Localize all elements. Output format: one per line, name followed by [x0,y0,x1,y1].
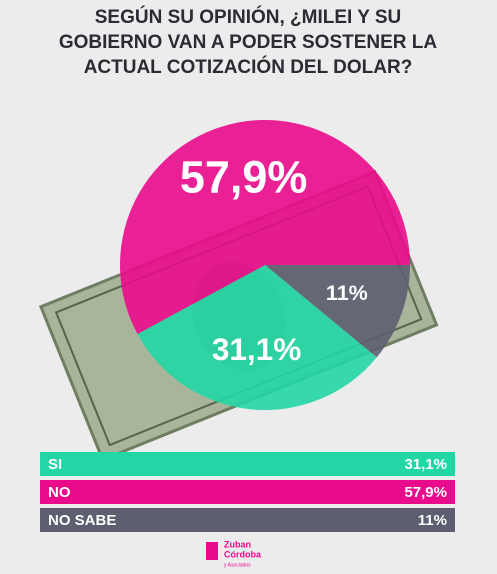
slice-label: 57,9% [180,152,307,203]
legend: SI 31,1% NO 57,9% NO SABE 11% [40,452,455,532]
legend-value: 31,1% [404,456,447,473]
pie: 11% 31,1% 57,9% [120,119,410,410]
logo-tagline: y Asociados [224,562,251,568]
legend-label: SI [48,456,62,473]
legend-bar [40,480,455,504]
slice-label: 11% [326,281,368,305]
pie-slice [265,265,410,358]
legend-label: NO SABE [48,512,116,529]
chart-title: GOBIERNO VAN A PODER SOSTENER LA [59,32,438,53]
logo-icon [206,542,218,560]
legend-bar [40,452,455,476]
legend-label: NO [48,484,71,501]
chart-title: ACTUAL COTIZACIÓN DEL DOLAR? [84,56,413,78]
logo-text: Córdoba [224,549,262,559]
slice-label: 31,1% [212,331,301,367]
legend-value: 57,9% [404,484,447,501]
logo: Zuban Córdoba y Asociados [206,539,262,568]
legend-bar [40,508,455,532]
chart-title: SEGÚN SU OPINIÓN, ¿MILEI Y SU [95,6,402,28]
logo-text: Zuban [224,539,251,549]
pie-slice [120,119,410,335]
pie-slice [137,265,377,410]
legend-value: 11% [418,512,447,529]
